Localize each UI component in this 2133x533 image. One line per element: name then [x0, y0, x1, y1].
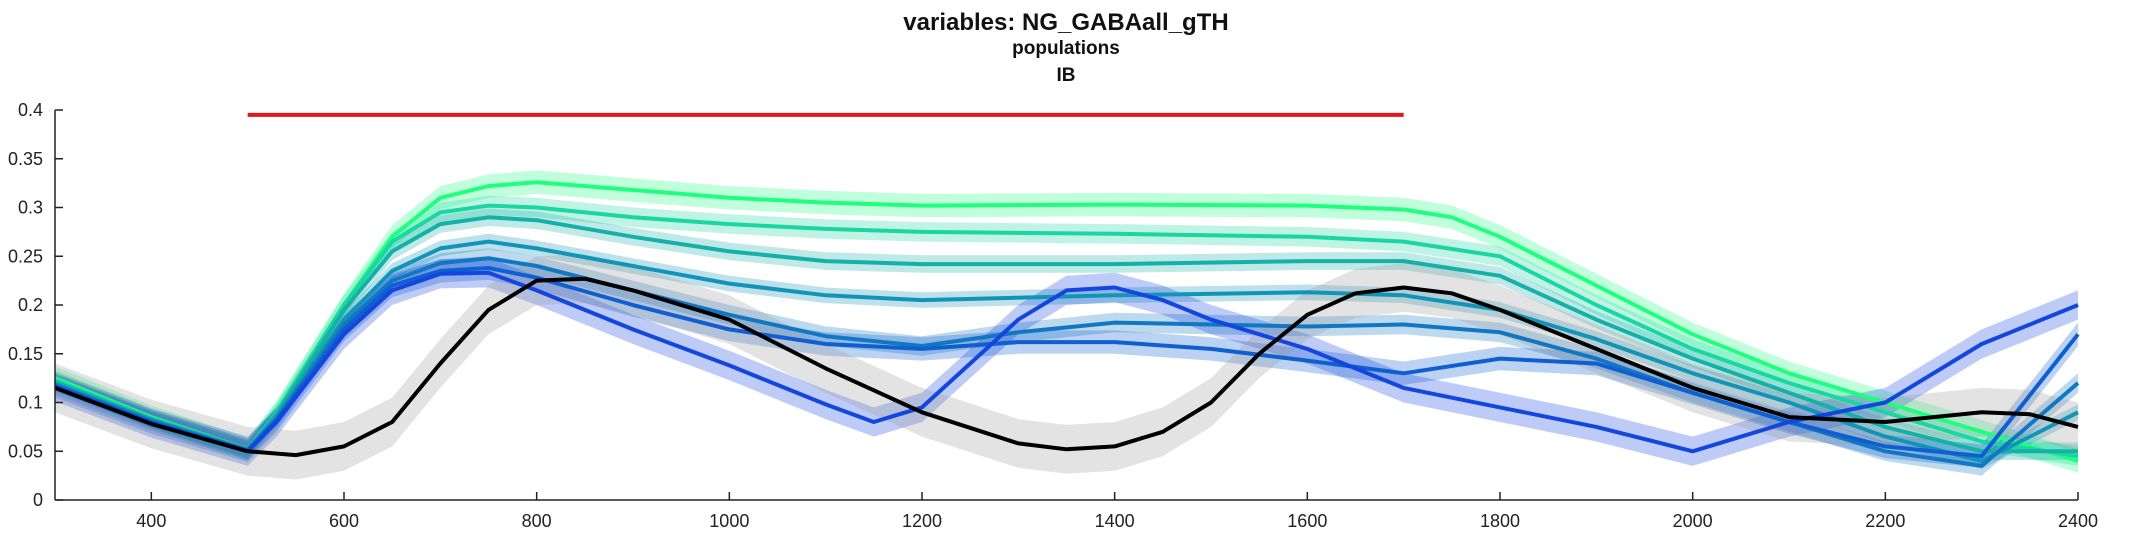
y-tick-label: 0.4 [18, 100, 43, 120]
y-tick-label: 0.2 [18, 295, 43, 315]
y-tick-label: 0.15 [8, 344, 43, 364]
y-tick-label: 0.35 [8, 149, 43, 169]
series-4-line [54, 239, 2079, 463]
axes-layer: 400 600 800 1000 1200 1400 1600 1800 2000 2200 240… [8, 100, 2098, 531]
bands-layer [55, 170, 2078, 480]
series-7-band [55, 258, 2078, 466]
y-tick-label: 0 [33, 490, 43, 510]
x-tick-label: 400 [136, 511, 166, 531]
x-tick-label: 2000 [1673, 511, 1713, 531]
x-tick-label: 1200 [902, 511, 942, 531]
series-2-line [54, 203, 2079, 459]
x-tick-label: 600 [329, 511, 359, 531]
chart-subtitle: populations [1012, 38, 1120, 59]
y-tick-label: 0.05 [8, 441, 43, 461]
chart-subtitle-2: IB [1057, 65, 1076, 86]
x-tick-label: 1600 [1287, 511, 1327, 531]
y-tick-label: 0.3 [18, 198, 43, 218]
x-tick-label: 1800 [1480, 511, 1520, 531]
series-6-line [54, 266, 2080, 459]
y-tick-label: 0.1 [18, 393, 43, 413]
series-8-line [54, 276, 2079, 458]
y-tick-label: 0.25 [8, 246, 43, 266]
series-5-band [55, 248, 2078, 476]
series-4-band [55, 233, 2078, 469]
x-tick-label: 1000 [709, 511, 749, 531]
x-tick-label: 800 [522, 511, 552, 531]
x-tick-label: 1400 [1095, 511, 1135, 531]
x-tick-label: 2200 [1865, 511, 1905, 531]
chart-title: variables: NG_GABAall_gTH [903, 9, 1228, 36]
series-3-line [54, 215, 2078, 454]
x-tick-label: 2400 [2058, 511, 2098, 531]
series-layer [54, 112, 2080, 468]
series-7-line [54, 270, 2079, 454]
